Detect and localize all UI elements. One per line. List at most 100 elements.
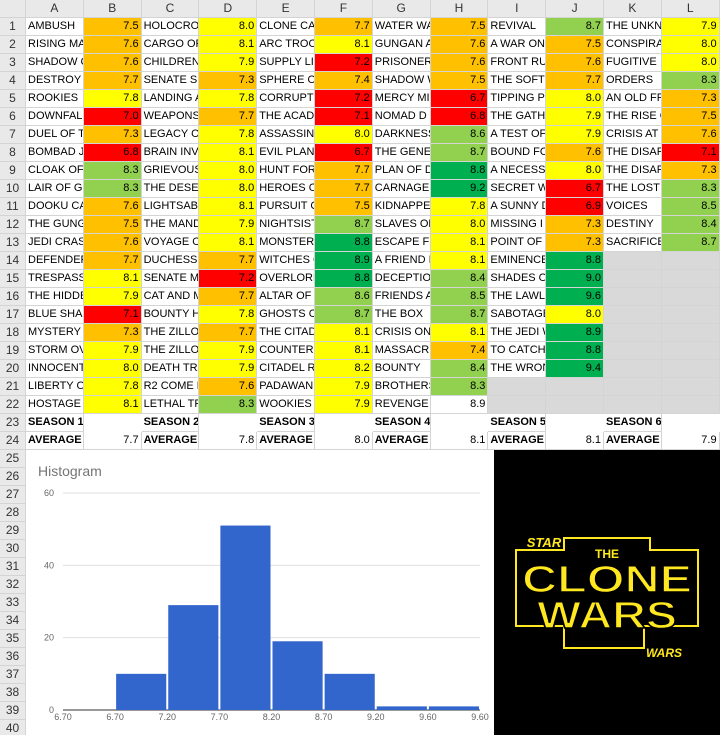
season-label: SEASON 3	[257, 414, 315, 432]
episode-title: MISSING I	[488, 216, 547, 234]
episode-rating: 9.0	[546, 270, 604, 288]
episode-rating: 8.4	[430, 270, 489, 288]
episode-title: THE DESER	[141, 180, 200, 198]
episode-title: VOYAGE O	[141, 234, 200, 252]
episode-rating: 8.2	[315, 360, 373, 378]
row-header: 3	[0, 54, 26, 72]
row-header: 2	[0, 36, 26, 54]
empty-cell	[661, 252, 720, 270]
column-header: C	[141, 0, 200, 18]
row-header: 33	[0, 594, 26, 612]
episode-title: ASSASSIN	[257, 126, 315, 144]
episode-title: CITADEL R	[257, 360, 315, 378]
row-header: 5	[0, 90, 26, 108]
episode-rating: 7.5	[430, 18, 489, 36]
episode-rating: 8.0	[315, 126, 373, 144]
chart-title: Histogram	[38, 463, 102, 479]
episode-title: CARNAGE C	[372, 180, 431, 198]
episode-title: TO CATCH	[488, 342, 547, 360]
episode-title: THE ACADE	[257, 108, 315, 126]
average-label: AVERAGE	[604, 432, 662, 450]
episode-rating: 8.1	[199, 198, 258, 216]
episode-title: DUEL OF T	[26, 126, 84, 144]
episode-title: THE HIDDE	[26, 288, 84, 306]
episode-rating: 9.6	[546, 288, 604, 306]
row-header: 39	[0, 702, 26, 720]
episode-rating: 8.1	[199, 36, 258, 54]
row-header: 37	[0, 666, 26, 684]
episode-title: POINT OF	[488, 234, 547, 252]
episode-title: FRONT RU	[488, 54, 547, 72]
y-tick-label: 20	[44, 633, 54, 643]
episode-title: BROTHERS	[372, 378, 431, 396]
episode-title: ROOKIES	[26, 90, 84, 108]
episode-rating: 7.3	[199, 72, 258, 90]
row-header: 15	[0, 270, 26, 288]
column-header: G	[372, 0, 431, 18]
episode-title: WITCHES C	[257, 252, 315, 270]
episode-title: THE RISE C	[604, 108, 662, 126]
row-header: 24	[0, 432, 26, 450]
episode-title: HOLOCRO	[141, 18, 200, 36]
episode-title: DUCHESS C	[141, 252, 200, 270]
episode-title: WEAPONS	[141, 108, 200, 126]
episode-rating: 7.8	[83, 90, 142, 108]
episode-title: CAT AND M	[141, 288, 200, 306]
episode-rating: 8.3	[83, 180, 142, 198]
season-label: SEASON 2	[141, 414, 200, 432]
episode-rating: 7.6	[546, 54, 604, 72]
episode-title: PADAWAN	[257, 378, 315, 396]
x-tick-label: 9.20	[367, 712, 385, 722]
episode-title: CRISIS ON	[372, 324, 431, 342]
episode-title: STORM OV	[26, 342, 84, 360]
episode-title: EVIL PLANS	[257, 144, 315, 162]
row-header: 36	[0, 648, 26, 666]
average-label: AVERAGE	[257, 432, 315, 450]
episode-rating: 8.8	[315, 270, 373, 288]
episode-rating: 8.1	[430, 252, 489, 270]
episode-rating: 8.1	[430, 234, 489, 252]
row-header: 20	[0, 360, 26, 378]
row-header: 14	[0, 252, 26, 270]
empty-cell	[604, 252, 662, 270]
episode-title: CRISIS AT T	[604, 126, 662, 144]
row-header: 22	[0, 396, 26, 414]
episode-rating: 7.5	[430, 72, 489, 90]
y-tick-label: 40	[44, 560, 54, 570]
corner	[0, 0, 26, 18]
episode-title: NIGHTSIST	[257, 216, 315, 234]
logo-wars: WARS	[537, 595, 677, 637]
x-tick-label: 9.60	[419, 712, 437, 722]
episode-title: THE LAWLE	[488, 288, 547, 306]
episode-title: MYSTERY C	[26, 324, 84, 342]
episode-rating: 8.7	[315, 216, 373, 234]
episode-rating: 7.2	[199, 270, 258, 288]
episode-rating: 6.9	[546, 198, 604, 216]
episode-title: ALTAR OF	[257, 288, 315, 306]
bar	[376, 706, 427, 710]
column-header: L	[661, 0, 720, 18]
row-header: 16	[0, 288, 26, 306]
episode-title: AMBUSH	[26, 18, 84, 36]
row-header: 26	[0, 468, 26, 486]
empty-cell	[604, 396, 662, 414]
empty-cell	[488, 378, 547, 396]
episode-rating: 8.3	[83, 162, 142, 180]
episode-title: THE UNKN	[604, 18, 662, 36]
episode-rating: 7.5	[661, 108, 720, 126]
x-tick-label: 6.70	[106, 712, 124, 722]
row-header: 21	[0, 378, 26, 396]
episode-title: DOOKU CA	[26, 198, 84, 216]
average-value: 7.9	[661, 432, 720, 450]
average-label: AVERAGE	[141, 432, 200, 450]
episode-title: SHADOW C	[26, 54, 84, 72]
episode-title: THE DISAP	[604, 162, 662, 180]
episode-title: AN OLD FR	[604, 90, 662, 108]
episode-rating: 7.6	[546, 144, 604, 162]
empty-cell	[604, 270, 662, 288]
episode-title: LIGHTSABE	[141, 198, 200, 216]
episode-rating: 7.9	[661, 18, 720, 36]
empty-cell	[604, 360, 662, 378]
empty-cell	[661, 306, 720, 324]
episode-rating: 8.3	[199, 396, 258, 414]
